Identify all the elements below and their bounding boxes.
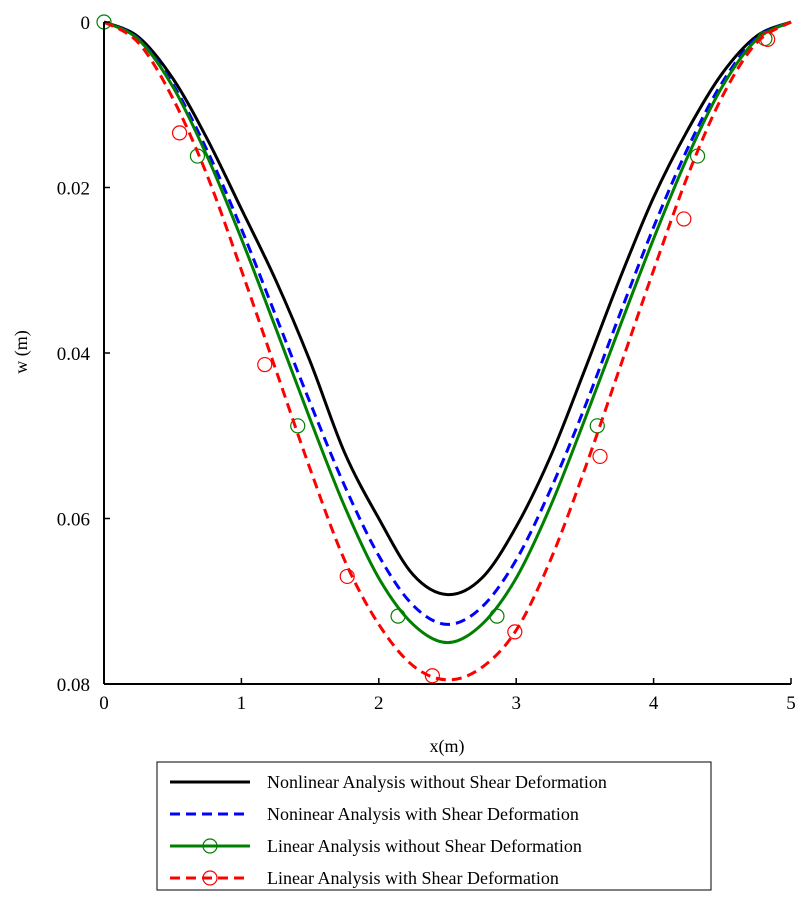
legend-label-3: Linear Analysis without Shear Deformatio… — [267, 836, 582, 856]
x-tick-label: 4 — [649, 693, 659, 714]
legend-label-1: Nonlinear Analysis without Shear Deforma… — [267, 772, 607, 792]
legend-label-4: Linear Analysis with Shear Deformation — [267, 868, 559, 888]
series-4-marker — [507, 624, 523, 640]
legend-marker-4 — [202, 870, 218, 886]
series-4-marker — [592, 448, 608, 465]
y-tick-label: 0.06 — [57, 510, 90, 531]
legend: Nonlinear Analysis without Shear Deforma… — [156, 761, 712, 891]
series-3-marker — [390, 608, 406, 624]
series-line-3 — [103, 20, 792, 645]
x-tick-label: 5 — [786, 693, 796, 714]
x-tick-label: 3 — [511, 693, 521, 714]
legend-label-2: Noninear Analysis with Shear Deformation — [267, 804, 579, 824]
series-4-marker — [424, 668, 440, 684]
series-3-marker — [489, 608, 505, 624]
x-tick-label: 2 — [374, 693, 384, 714]
legend-marker-3 — [202, 838, 218, 854]
series-4-marker — [171, 125, 188, 141]
x-axis-title: x(m) — [430, 736, 465, 757]
axes: 0 1 2 3 4 5 0 0.02 0.04 0.06 0.08 — [57, 13, 796, 714]
series-line-4 — [103, 20, 792, 682]
series-line-2 — [103, 20, 792, 626]
series-4-marker — [760, 31, 776, 47]
x-tick-label: 0 — [99, 693, 109, 714]
series-3-marker — [290, 418, 306, 434]
y-tick-label: 0.08 — [57, 675, 90, 696]
series-4-marker — [676, 211, 692, 227]
y-axis-title: w (m) — [11, 330, 32, 374]
y-tick-label: 0.04 — [57, 344, 91, 365]
series-line-1 — [103, 20, 792, 597]
y-tick-label: 0 — [81, 13, 91, 34]
plot-area — [96, 14, 792, 684]
series-4-marker — [339, 568, 355, 585]
x-tick-label: 1 — [237, 693, 247, 714]
y-tick-label: 0.02 — [57, 179, 90, 200]
series-4-marker — [257, 356, 273, 373]
